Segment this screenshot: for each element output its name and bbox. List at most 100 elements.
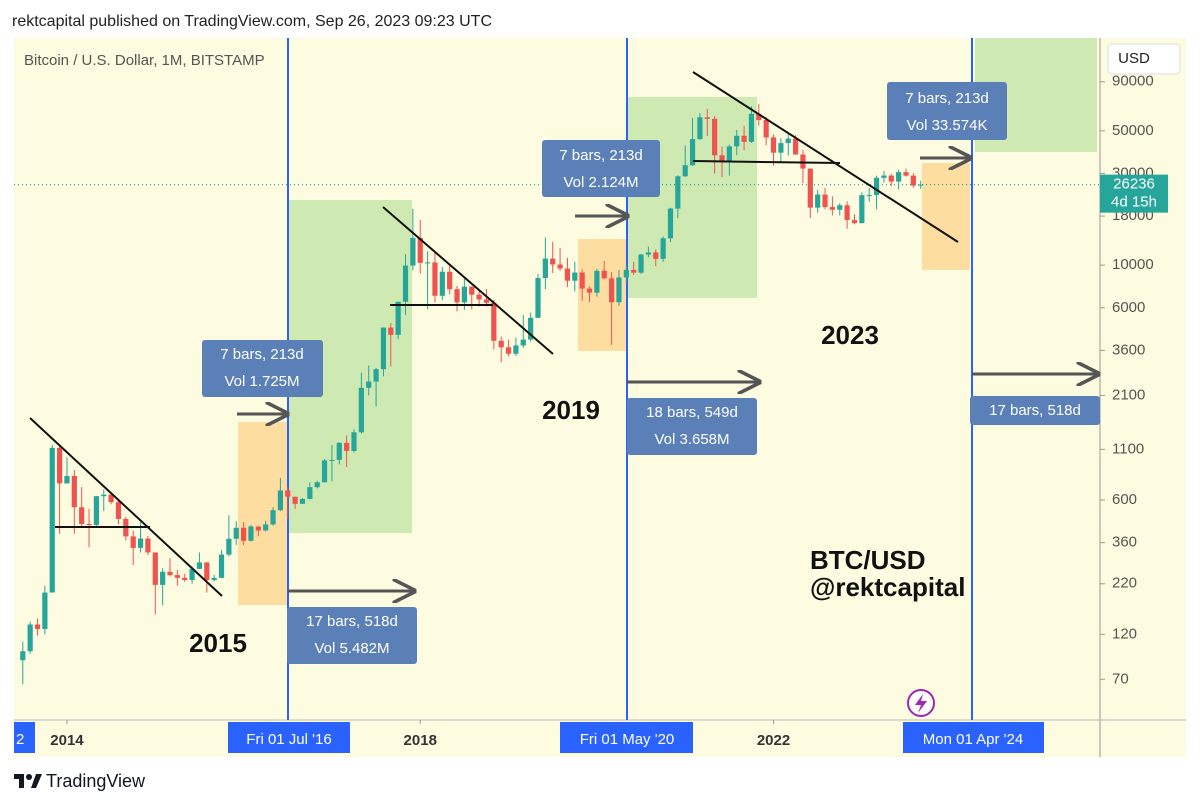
candle-body xyxy=(594,270,600,293)
symbol-title: Bitcoin / U.S. Dollar, 1M, BITSTAMP xyxy=(24,52,265,69)
candle-body xyxy=(20,651,26,661)
candle-body xyxy=(388,327,394,335)
candle-body xyxy=(380,327,387,370)
candle-body xyxy=(866,195,872,197)
candle-body xyxy=(86,524,92,526)
candle-body xyxy=(881,175,887,178)
candle-body xyxy=(358,387,364,433)
candle-body xyxy=(469,286,475,295)
currency-box[interactable] xyxy=(1107,43,1181,75)
annotation-text: Vol 2.124M xyxy=(563,174,638,191)
watermark-text: @rektcapital xyxy=(810,572,965,602)
candle-body xyxy=(307,487,313,499)
candle-body xyxy=(329,459,335,461)
candle-body xyxy=(704,117,710,119)
candle-body xyxy=(741,135,747,142)
date-marker-box xyxy=(560,722,693,753)
candle-body xyxy=(255,526,261,531)
candle-body xyxy=(586,288,593,293)
candle-body xyxy=(402,265,409,302)
candle-body xyxy=(660,238,666,259)
candle-body xyxy=(645,252,651,255)
zones xyxy=(238,38,1097,605)
currency-label: USD xyxy=(1118,50,1150,67)
candle-body xyxy=(748,113,755,142)
candle-body xyxy=(93,496,99,525)
annotation-text: 18 bars, 549d xyxy=(646,404,738,421)
candle-body xyxy=(57,447,63,484)
candle-body xyxy=(918,184,924,186)
candle-body xyxy=(277,490,283,511)
candle-body xyxy=(483,299,490,303)
candle-body xyxy=(726,146,732,161)
last-price-box xyxy=(1100,174,1168,213)
candle-body xyxy=(888,175,894,182)
date-marker-label: Fri 01 Jul '16 xyxy=(246,731,331,748)
candle-body xyxy=(196,562,203,569)
candle-body xyxy=(417,237,423,263)
candle-body xyxy=(285,490,291,497)
annotation-boxes: 7 bars, 213d Vol 1.725M 17 bars, 518d Vo… xyxy=(202,82,1100,664)
candle-body xyxy=(432,262,438,296)
candle-body xyxy=(873,177,880,196)
candle-body xyxy=(167,571,173,576)
candle-body xyxy=(609,278,615,303)
annotation-box xyxy=(970,396,1100,425)
date-marker-box xyxy=(14,722,35,753)
annotation-box xyxy=(627,398,757,455)
date-marker-label: Mon 01 Apr '24 xyxy=(923,731,1023,748)
candle-body xyxy=(395,301,401,335)
candle-body xyxy=(535,278,541,318)
year-label: 2019 xyxy=(542,395,600,425)
candle-body xyxy=(896,172,902,182)
candle-body xyxy=(218,554,225,578)
candle-body xyxy=(616,277,622,303)
candle-body xyxy=(425,262,431,264)
candle-body xyxy=(778,143,784,153)
annotation-box xyxy=(287,607,417,664)
candle-body xyxy=(270,510,276,525)
candle-body xyxy=(204,562,210,581)
candle-body xyxy=(667,208,674,239)
candle-body xyxy=(263,524,269,531)
candle-body xyxy=(903,172,909,176)
candle-body xyxy=(182,577,188,581)
candle-body xyxy=(211,577,217,581)
y-tick-label: 360 xyxy=(1112,534,1137,551)
candle-body xyxy=(770,137,777,153)
candle-body xyxy=(160,571,166,585)
annotation-text: 17 bars, 518d xyxy=(306,613,398,630)
x-tick-label: 2022 xyxy=(757,732,790,749)
candle-body xyxy=(513,345,519,354)
candle-body xyxy=(579,272,585,289)
annotation-text: 7 bars, 213d xyxy=(220,346,303,363)
candle-body xyxy=(101,494,107,497)
y-tick-label: 2100 xyxy=(1112,386,1145,403)
date-marker-box xyxy=(903,722,1044,753)
candle-body xyxy=(27,624,33,652)
candle-body xyxy=(49,447,55,593)
last-price-label: 26236 xyxy=(1113,176,1155,193)
x-tick-label: 2018 xyxy=(404,732,437,749)
y-tick-label: 600 xyxy=(1112,491,1137,508)
candle-body xyxy=(572,272,578,281)
candle-body xyxy=(638,254,644,273)
candle-body xyxy=(115,502,122,519)
price-axis-background xyxy=(1100,38,1186,720)
annotation-text: Vol 3.658M xyxy=(654,431,729,448)
date-marker-label: Fri 01 May '20 xyxy=(580,731,675,748)
countdown-label: 4d 15h xyxy=(1111,194,1157,211)
candle-body xyxy=(689,139,696,166)
candle-body xyxy=(344,442,350,451)
candle-body xyxy=(137,538,144,548)
candle-body xyxy=(454,289,460,303)
candle-body xyxy=(520,339,526,346)
candle-body xyxy=(631,269,637,273)
trendline xyxy=(29,417,223,597)
axes: 7012022036060011002100360060001000018000… xyxy=(14,73,1168,749)
candle-body xyxy=(763,120,769,138)
annotation-box xyxy=(202,340,323,397)
y-tick-label: 10000 xyxy=(1112,256,1154,273)
candle-body xyxy=(859,195,865,224)
